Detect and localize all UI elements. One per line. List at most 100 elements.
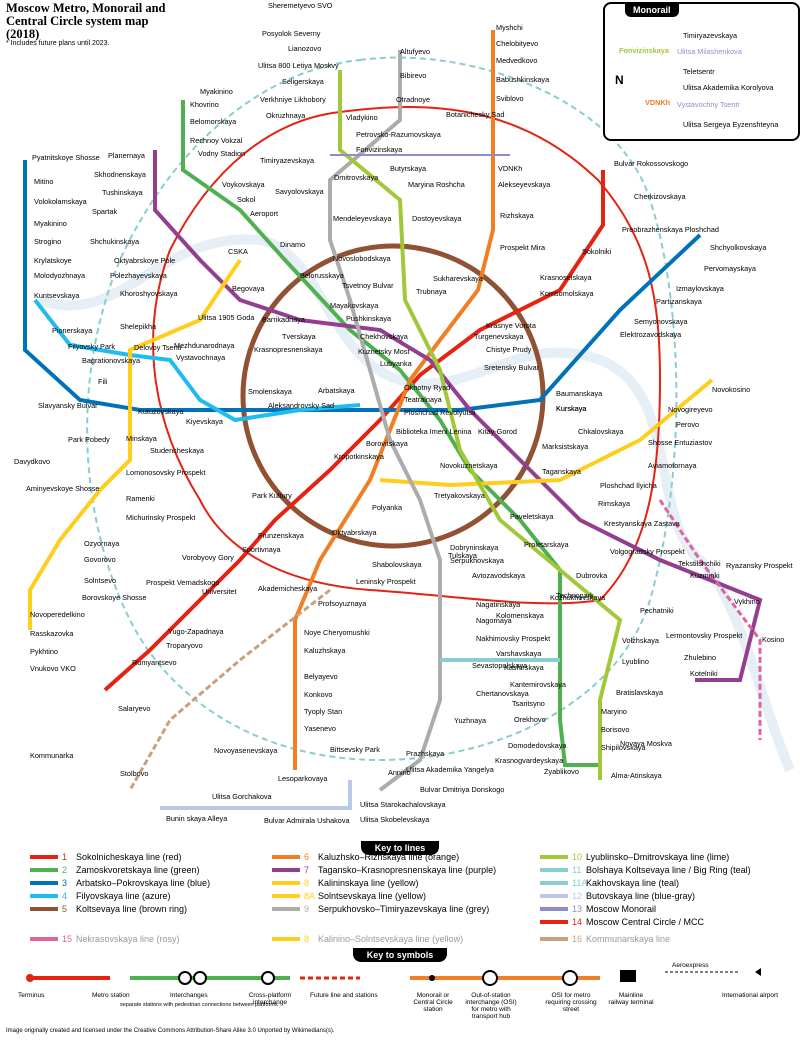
station-label: Alma-Atinskaya	[611, 771, 662, 780]
station-label: Aviamotornaya	[648, 461, 697, 470]
station-label: Volgogradsky Prospekt	[610, 547, 685, 556]
station-label: Studencheskaya	[150, 446, 204, 455]
mono-station: Timiryazevskaya	[683, 31, 738, 40]
sym-interchanges-note: separate stations with pedestrian connec…	[120, 1002, 278, 1008]
sym-osi: Out-of-station interchange (OSI) for met…	[465, 992, 517, 1020]
station-label: Krasnogvardeyskaya	[495, 756, 564, 765]
line-key-item: 11A Kakhovskaya line (teal)	[540, 878, 679, 888]
station-label: Oktyabrskaya	[332, 528, 377, 537]
line-swatch	[272, 894, 300, 898]
station-label: Krylatskoye	[34, 256, 72, 265]
line-name: Bolshaya Koltsevaya line / Big Ring (tea…	[586, 865, 751, 875]
station-label: Vorobyovy Gory	[182, 553, 234, 562]
station-label: Baumanskaya	[556, 389, 603, 398]
line-name: Kaluzhsko–Rizhskaya line (orange)	[318, 852, 460, 862]
station-label: Krestyanskaya Zastava	[604, 519, 680, 528]
river-moskva	[38, 234, 795, 772]
mono-station: Ulitsa Akademika Korolyova	[683, 83, 774, 92]
station-label: Babushkinskaya	[496, 75, 550, 84]
station-label: Medvedkovo	[496, 56, 538, 65]
station-label: Zyablikovo	[544, 767, 579, 776]
line-number: 12	[572, 891, 583, 901]
sym-future: Future line and stations	[310, 992, 378, 999]
station-label: Minskaya	[126, 434, 157, 443]
station-label: Pechatniki	[640, 606, 674, 615]
station-label: Timiryazevskaya	[260, 156, 315, 165]
station-label: Pervomayskaya	[704, 264, 756, 273]
station-label: Delovoy Tsentr	[134, 343, 183, 352]
station-label: Solntsevo	[84, 576, 117, 585]
station-label: Ulitsa 1905 Goda	[198, 313, 255, 322]
station-label: Khovrino	[190, 100, 219, 109]
station-label: Novoperedelkino	[30, 610, 85, 619]
station-label: Borisovo	[601, 725, 630, 734]
station-label: Ramenki	[126, 494, 155, 503]
station-label: Nagornaya	[476, 616, 512, 625]
station-label: Polezhayevskaya	[110, 271, 167, 280]
station-label: Rasskazovka	[30, 629, 74, 638]
lines-key-header-wrap: Key to lines	[0, 838, 800, 856]
station-label: Chertanovskaya	[476, 689, 529, 698]
station-label: Filyovsky Park	[68, 342, 116, 351]
sym-interchanges: Interchanges	[170, 992, 208, 999]
line-2	[181, 100, 600, 767]
line-name: Kakhovskaya line (teal)	[586, 878, 680, 888]
station-label: Vladykino	[346, 113, 378, 122]
station-label: Polyanka	[372, 503, 403, 512]
station-label: Otradnoye	[396, 95, 431, 104]
line-key-item: 11 Bolshaya Koltsevaya line / Big Ring (t…	[540, 865, 751, 875]
line-swatch	[272, 937, 300, 941]
station-label: Belomorskaya	[190, 117, 237, 126]
station-label: Posyolok Severny	[262, 29, 321, 38]
station-label: Volzhskaya	[622, 636, 659, 645]
line-name: Koltsevaya line (brown ring)	[76, 904, 188, 914]
station-label: Yugo-Zapadnaya	[168, 627, 224, 636]
line-16	[128, 588, 331, 791]
station-label: Shchukinskaya	[90, 237, 140, 246]
line-number: 11A	[572, 878, 588, 888]
station-label: Nakhimovsky Prospekt	[476, 634, 551, 643]
station-label: Kolomenskaya	[496, 611, 544, 620]
station-label: Tekstilshchiki	[678, 559, 721, 568]
station-label: Leninsky Prospekt	[356, 577, 416, 586]
line-8	[379, 378, 714, 488]
line-number: 1	[62, 852, 68, 862]
line-key-item: 12 Butovskaya line (blue-gray)	[540, 891, 695, 901]
station-label: Rizhskaya	[500, 211, 534, 220]
station-label: Chistye Prudy	[486, 345, 532, 354]
station-label: Zhulebino	[684, 653, 717, 662]
line-key-item: 9 Serpukhovsko–Timiryazevskaya line (grey…	[272, 904, 489, 914]
station-label: Krasnoselskaya	[540, 273, 592, 282]
sym-monorail: Monorail or Central Circle station	[413, 992, 453, 1013]
station-label: Lyublino	[622, 657, 649, 666]
station-label: Molodyozhnaya	[34, 271, 86, 280]
station-label: Yuzhnaya	[454, 716, 487, 725]
station-label: Sukharevskaya	[433, 274, 483, 283]
line-key-item: 4 Filyovskaya line (azure)	[30, 891, 171, 901]
station-label: Kosino	[762, 635, 785, 644]
station-label: Akademicheskaya	[258, 584, 318, 593]
line-11-bigring	[86, 56, 678, 762]
station-label: Ploshchad Revolyutsii	[404, 408, 476, 417]
station-label: Ulitsa Gorchakova	[212, 792, 272, 801]
sym-cross-platform: Cross-platform interchange	[248, 992, 292, 1006]
station-label: Lomonosovsky Prospekt	[126, 468, 206, 477]
station-label: Dmitrovskaya	[334, 173, 379, 182]
station-label: Sokolniki	[582, 247, 612, 256]
station-label: Lermontovsky Prospekt	[666, 631, 743, 640]
station-label: Avtozavodskaya	[472, 571, 526, 580]
station-label: Sevastopolskaya	[472, 661, 528, 670]
symbols-key-header: Key to symbols	[352, 948, 448, 962]
station-label: Shosse Entuziastov	[648, 438, 713, 447]
line-key-item: 13 Moscow Monorail	[540, 904, 656, 914]
station-label: Kozhukhovskaya	[550, 593, 606, 602]
line-swatch	[272, 868, 300, 872]
line-key-item: 5 Koltsevaya line (brown ring)	[30, 904, 187, 914]
line-key-item: 7 Tagansko–Krasnopresnenskaya line (purpl…	[272, 865, 496, 875]
station-label: Lubyanka	[380, 359, 412, 368]
station-label: Fonvizinskaya	[356, 145, 403, 154]
station-label: Mitino	[34, 177, 54, 186]
station-label: Bunin skaya Alleya	[166, 814, 228, 823]
station-label: Kurskaya	[556, 404, 587, 413]
station-label: Rimskaya	[598, 499, 631, 508]
